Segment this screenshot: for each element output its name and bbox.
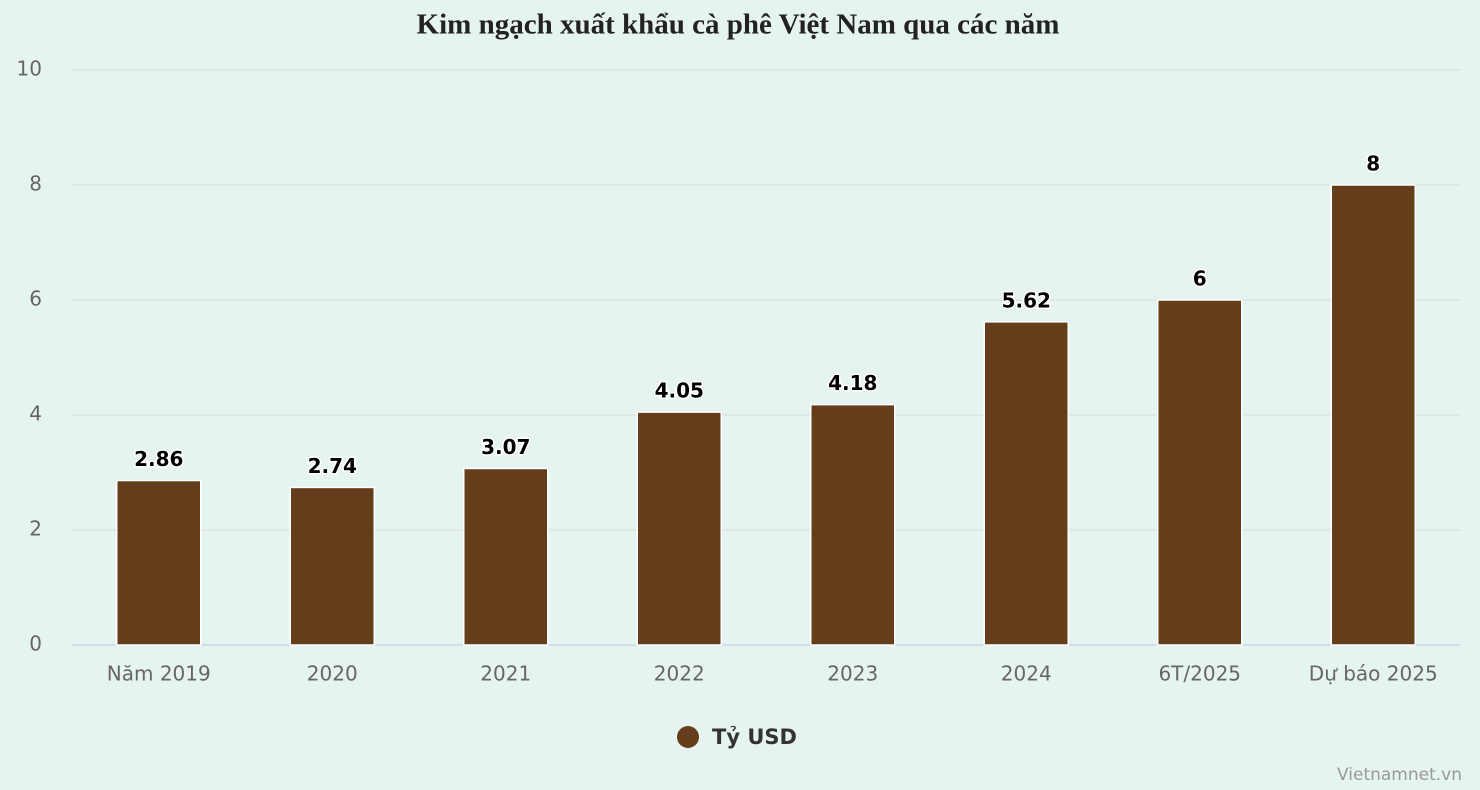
bar xyxy=(983,321,1069,646)
data-label: 4.05 xyxy=(655,379,704,403)
x-tick-label: 2022 xyxy=(654,662,705,686)
y-tick-label: 0 xyxy=(29,632,42,656)
bar xyxy=(636,411,722,646)
data-label: 6 xyxy=(1193,267,1207,291)
y-tick-label: 2 xyxy=(29,517,42,541)
x-tick-label: 2023 xyxy=(827,662,878,686)
data-label: 3.07 xyxy=(481,435,530,459)
data-label: 2.86 xyxy=(134,447,183,471)
bar xyxy=(810,403,896,646)
bar xyxy=(1330,184,1416,646)
x-tick-label: 6T/2025 xyxy=(1158,662,1241,686)
data-label: 8 xyxy=(1366,152,1380,176)
y-tick-label: 4 xyxy=(29,402,42,426)
bar xyxy=(116,479,202,646)
x-tick-label: 2021 xyxy=(480,662,531,686)
y-tick-label: 6 xyxy=(29,287,42,311)
credit: Vietnamnet.vn xyxy=(1337,765,1462,785)
legend-label: Tỷ USD xyxy=(712,725,797,749)
x-tick-label: Dự báo 2025 xyxy=(1309,662,1438,686)
chart-title: Kim ngạch xuất khẩu cà phê Việt Nam qua … xyxy=(417,9,1060,41)
legend-marker xyxy=(677,726,699,748)
data-label: 2.74 xyxy=(308,454,357,478)
x-tick-label: 2024 xyxy=(1001,662,1052,686)
bar xyxy=(1157,299,1243,646)
data-label: 4.18 xyxy=(828,371,877,395)
y-tick-label: 10 xyxy=(17,57,42,81)
bar xyxy=(463,467,549,646)
x-tick-label: 2020 xyxy=(307,662,358,686)
data-label: 5.62 xyxy=(1002,288,1051,312)
bar xyxy=(289,486,375,646)
x-tick-label: Năm 2019 xyxy=(107,662,211,686)
y-tick-label: 8 xyxy=(29,172,42,196)
